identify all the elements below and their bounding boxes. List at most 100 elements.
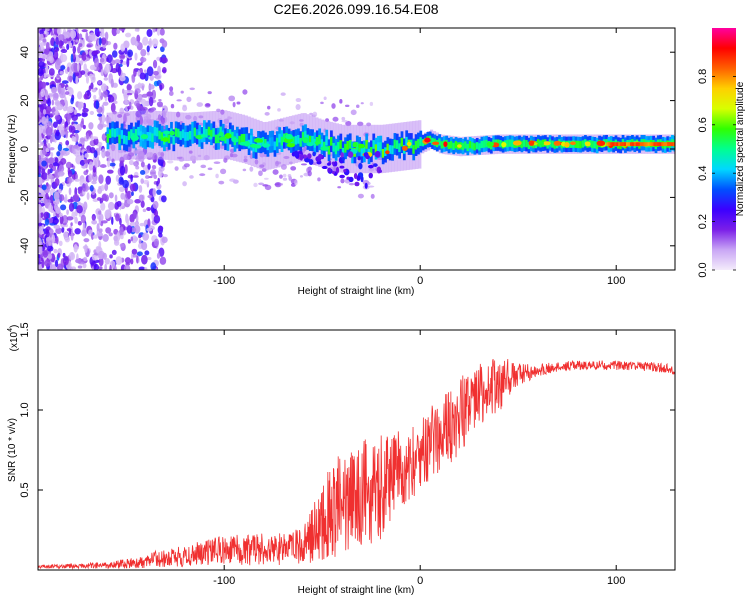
spectrogram-noise-cell (124, 32, 132, 38)
spectrogram-ridge-cell (355, 142, 359, 151)
spectrogram-noise-cell (145, 175, 150, 179)
spectrogram-noise-cell (119, 59, 124, 64)
spectrogram-core-cell (635, 142, 639, 147)
spectrogram-noise-cell (81, 51, 87, 61)
spectrogram-ridge-cell (414, 140, 418, 150)
spectrogram-core-cell (649, 142, 652, 147)
spectrogram-peak-cell (231, 137, 239, 143)
spectrogram-ridge-cell (235, 133, 239, 142)
spectrogram-noise-cell (153, 214, 161, 224)
spectrogram-noise-cell (119, 75, 126, 82)
spectrogram-ridge-cell (400, 137, 404, 147)
spectrogram-noise-cell (263, 177, 269, 180)
spectrogram-noise-cell (92, 50, 99, 56)
spectrogram-noise-cell (207, 91, 212, 95)
spectrogram-noise-cell (143, 179, 150, 185)
spectrogram-x-tick-label: -100 (213, 275, 235, 287)
spectrogram-tail-cell (335, 166, 340, 174)
spectrogram-noise-cell (47, 173, 53, 180)
spectrogram-noise-cell (40, 103, 47, 111)
spectrogram-core-cell (618, 142, 621, 147)
spectrogram-noise-cell (40, 168, 46, 174)
spectrogram-core-cell (659, 142, 662, 147)
spectrogram-noise-cell (119, 243, 125, 248)
spectrogram-noise-cell (153, 70, 159, 76)
spectrogram-noise-cell (40, 33, 44, 42)
snr-x-tick-label: 0 (417, 575, 423, 587)
spectrogram-noise-cell (90, 232, 94, 240)
spectrogram-noise-cell (49, 135, 53, 144)
spectrogram-noise-cell (107, 95, 115, 103)
spectrogram-tail-cell (358, 162, 363, 170)
spectrogram-noise-cell (162, 174, 168, 178)
spectrogram-ridge-cell (283, 133, 286, 143)
spectrogram-tail-cell (343, 169, 347, 173)
spectrogram-noise-cell (104, 31, 109, 41)
spectrogram-noise-cell (146, 91, 154, 97)
spectrogram-tail-cell (340, 152, 345, 158)
spectrogram-ridge-cell (228, 129, 232, 138)
spectrogram-peak-cell (169, 130, 175, 136)
spectrogram-noise-cell (134, 220, 140, 226)
spectrogram-noise-cell (147, 256, 152, 261)
spectrogram-noise-cell (41, 116, 47, 125)
spectrogram-noise-cell (129, 101, 132, 108)
spectrogram-noise-cell (290, 166, 297, 171)
spectrogram-noise-cell (53, 224, 61, 229)
spectrogram-noise-cell (58, 164, 65, 173)
spectrogram-noise-cell (41, 160, 47, 167)
spectrogram-noise-cell (74, 178, 81, 182)
spectrogram-noise-cell (150, 171, 156, 175)
snr-frame (37, 329, 676, 571)
spectrogram-noise-cell (97, 80, 102, 85)
spectrogram-noise-cell (119, 226, 124, 237)
spectrogram-tail-cell (318, 153, 323, 160)
spectrogram-noise-cell (41, 146, 48, 156)
spectrogram-noise-cell (45, 202, 49, 209)
spectrogram-noise-cell (98, 215, 102, 226)
spectrogram-noise-cell (147, 163, 151, 170)
spectrogram-noise-cell (116, 200, 122, 207)
spectrogram-noise-cell (45, 199, 51, 203)
spectrogram-noise-cell (82, 222, 86, 233)
spectrogram-noise-cell (180, 90, 184, 94)
spectrogram-core-cell (633, 142, 637, 147)
spectrogram-noise-cell (168, 90, 174, 96)
spectrogram-noise-cell (91, 180, 97, 185)
spectrogram-noise-cell (134, 199, 142, 204)
spectrogram-core-cell (669, 142, 672, 147)
spectrogram-noise-cell (49, 194, 54, 204)
spectrogram-noise-cell (126, 84, 132, 91)
spectrogram-core-cell (665, 142, 668, 147)
spectrogram-ridge-cell (497, 139, 500, 147)
spectrogram-noise-cell (53, 41, 56, 50)
spectrogram-noise-cell (65, 31, 71, 39)
spectrogram-tail-cell (368, 164, 374, 169)
spectrogram-peak-cell (239, 141, 248, 146)
spectrogram-noise-cell (58, 188, 62, 194)
spectrogram-ridge-cell (226, 135, 230, 145)
spectrogram-noise-cell (142, 232, 149, 241)
spectrogram-noise-cell (80, 70, 86, 75)
spectrogram-noise-cell (53, 191, 60, 201)
spectrogram-ridge-cell (419, 137, 423, 146)
spectrogram-ridge-cell (341, 147, 345, 157)
spectrogram-noise-cell (61, 80, 69, 84)
spectrogram-noise-cell (140, 169, 146, 175)
spectrogram-noise-cell (83, 238, 90, 243)
spectrogram-peak-cell (512, 140, 522, 146)
spectrogram-peak-cell (424, 137, 431, 143)
spectrogram-noise-cell (83, 158, 89, 164)
spectrogram-peak-cell (406, 141, 412, 147)
spectrogram-noise-cell (104, 263, 108, 270)
spectrogram-noise-cell (360, 102, 364, 105)
spectrogram-noise-cell (50, 30, 54, 36)
spectrogram-noise-cell (92, 198, 99, 203)
spectrogram-noise-cell (66, 209, 69, 215)
spectrogram-peak-cell (486, 141, 494, 147)
spectrogram-noise-cell (132, 254, 137, 258)
spectrogram-noise-cell (253, 182, 258, 188)
spectrogram-y-tick-label: -20 (19, 189, 31, 205)
spectrogram-noise-cell (70, 97, 74, 105)
spectrogram-noise-cell (141, 254, 148, 265)
